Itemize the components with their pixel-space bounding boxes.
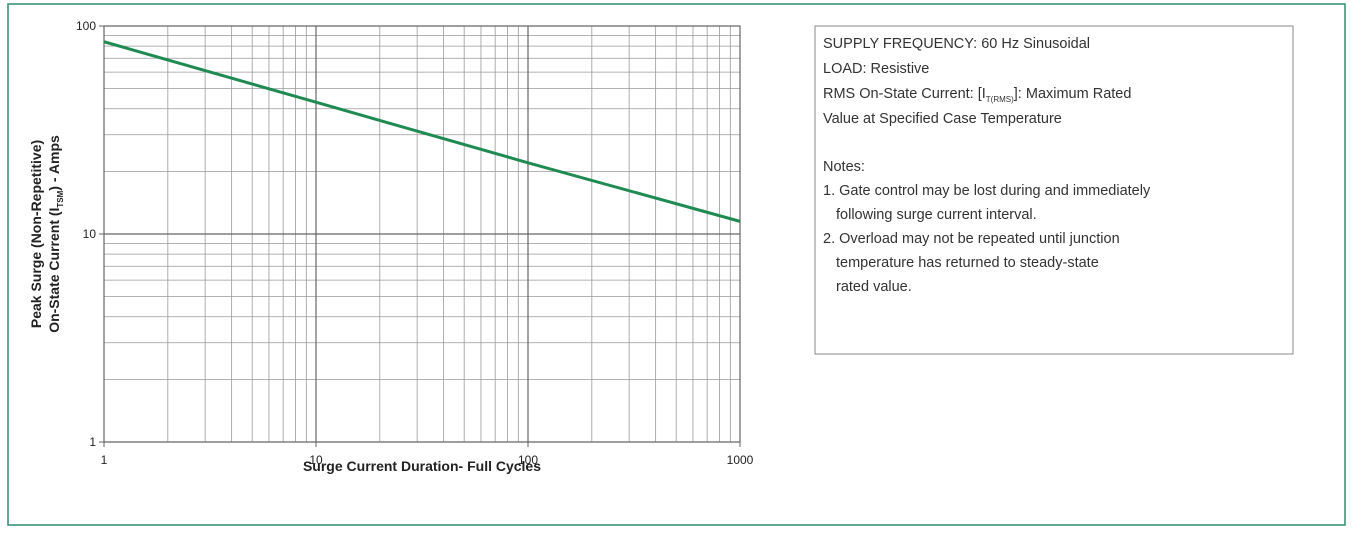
note-line: rated value. xyxy=(836,279,912,295)
outer-border xyxy=(7,3,1346,526)
x-axis-label: Surge Current Duration- Full Cycles xyxy=(303,458,541,474)
notes: SUPPLY FREQUENCY: 60 Hz Sinusoidal LOAD:… xyxy=(823,36,1151,295)
note-line: temperature has returned to steady-state xyxy=(836,255,1099,271)
series-line xyxy=(103,40,741,223)
note-part: RMS On-State Current: [I xyxy=(823,86,986,102)
x-tick-label: 10 xyxy=(309,453,323,467)
note-part: ]: Maximum Rated xyxy=(1014,86,1132,102)
y-axis-label: Peak Surge (Non-Repetitive) xyxy=(28,140,44,328)
note-line: following surge current interval. xyxy=(836,207,1037,223)
note-line: 2. Overload may not be repeated until ju… xyxy=(823,231,1120,247)
y-axis-label: On-State Current (ITSM) - Amps xyxy=(46,135,65,333)
y-label-part: ) - Amps xyxy=(46,135,62,191)
x-tick-label: 1000 xyxy=(727,453,754,467)
y-tick-label: 10 xyxy=(83,227,97,241)
note-sub: T(RMS) xyxy=(986,95,1014,104)
y-tick-label: 100 xyxy=(76,19,96,33)
y-label-sub: TSM xyxy=(56,190,65,207)
note-line: Value at Specified Case Temperature xyxy=(823,111,1062,127)
y-tick-label: 1 xyxy=(89,435,96,449)
notes-title: Notes: xyxy=(823,159,865,175)
y-label-part: On-State Current (I xyxy=(46,208,62,333)
x-tick-label: 100 xyxy=(518,453,538,467)
grid xyxy=(103,25,741,443)
note-line: LOAD: Resistive xyxy=(823,61,929,77)
note-line: 1. Gate control may be lost during and i… xyxy=(823,183,1151,199)
x-tick-label: 1 xyxy=(101,453,108,467)
note-line: RMS On-State Current: [IT(RMS)]: Maximum… xyxy=(823,86,1131,104)
notes-box xyxy=(814,25,1294,355)
note-line: SUPPLY FREQUENCY: 60 Hz Sinusoidal xyxy=(823,36,1090,52)
